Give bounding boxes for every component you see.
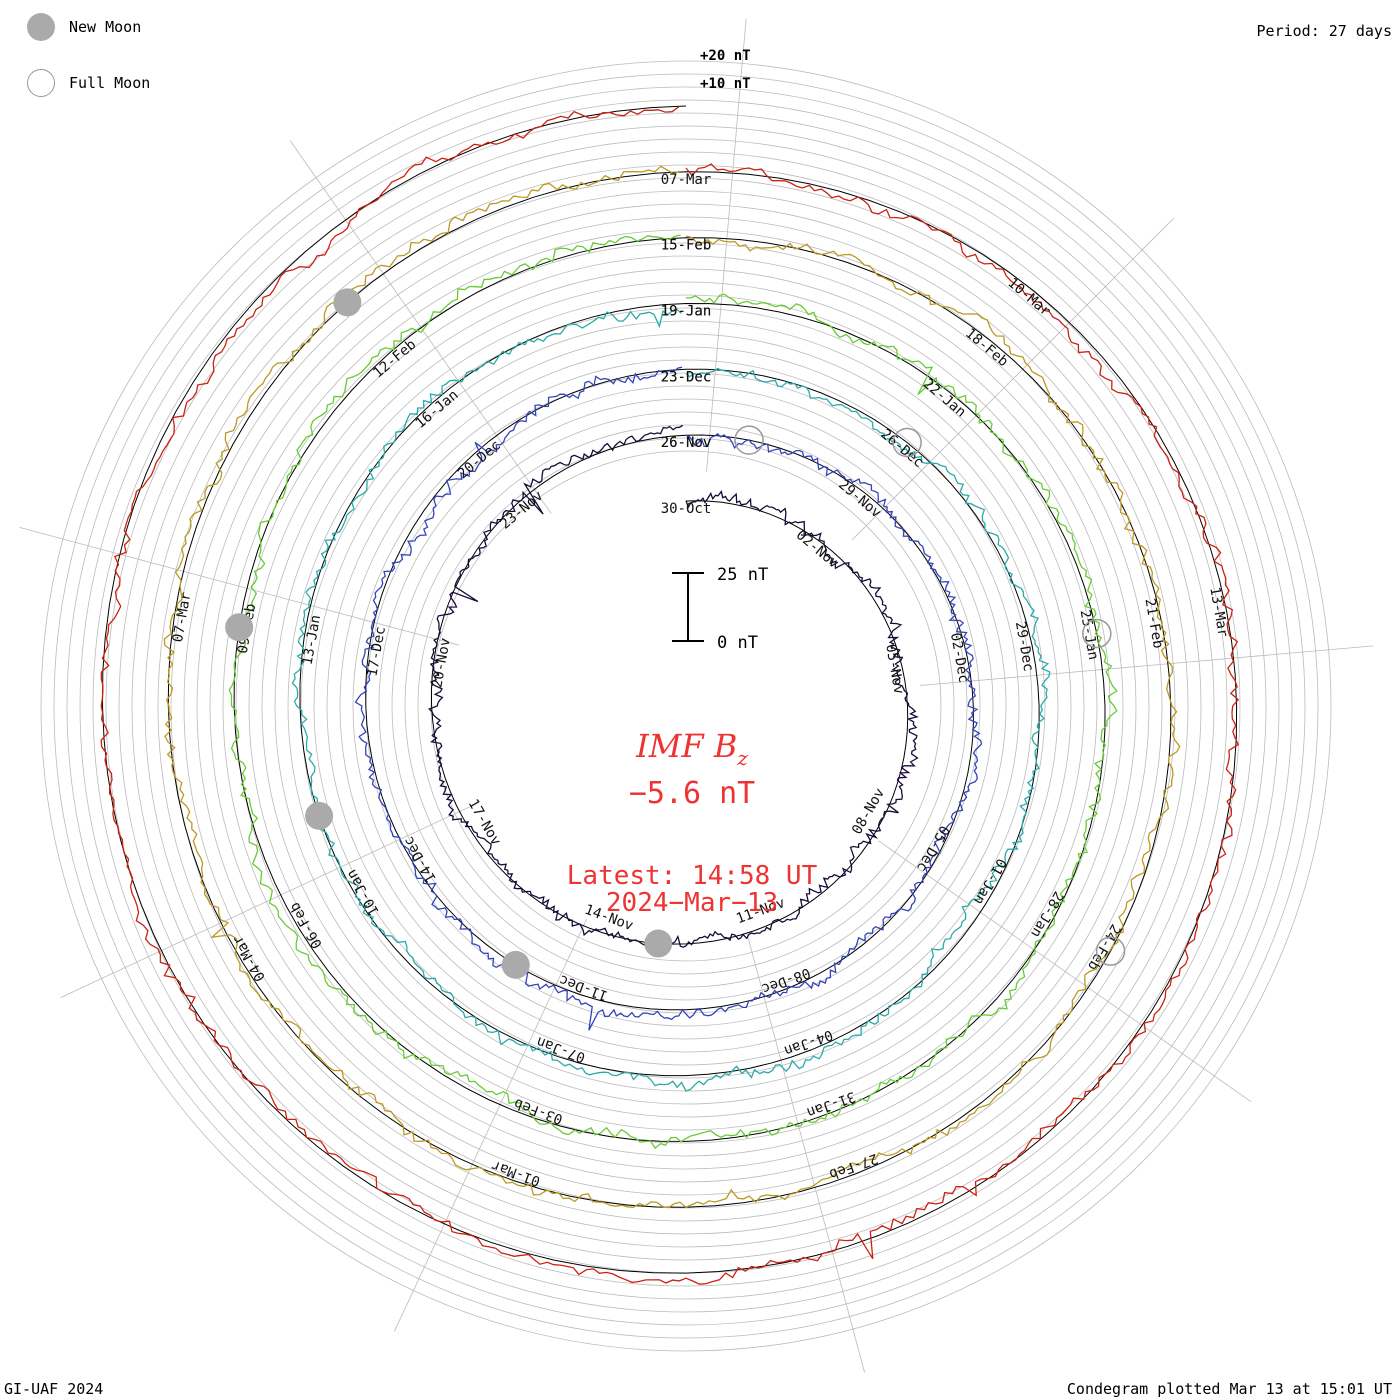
date-tick-label: 07-Jan — [534, 1033, 587, 1065]
date-tick-label: 31-Jan — [804, 1088, 857, 1120]
date-tick-label: 18-Feb — [962, 325, 1011, 370]
scale-top-label: +20 nT — [700, 48, 751, 64]
date-tick-label: 10-Mar — [1004, 275, 1053, 320]
date-tick-label: 19-Jan — [661, 304, 712, 320]
date-tick-label: 04-Jan — [782, 1026, 835, 1058]
date-tick-label: 02-Nov — [793, 527, 842, 572]
series-line-2 — [356, 367, 982, 1030]
scale-second-label: +10 nT — [700, 76, 751, 92]
center-date: 2024−Mar−13 — [606, 888, 778, 918]
date-tick-label: 04-Mar — [230, 932, 269, 984]
center-title-sub: z — [736, 746, 748, 770]
date-tick-label: 16-Jan — [413, 387, 462, 432]
date-tick-label: 28-Jan — [1027, 888, 1066, 940]
scale-bar-bottom-label: 0 nT — [717, 633, 758, 653]
date-tick-label: 15-Feb — [661, 238, 712, 254]
new-moon-marker — [225, 613, 253, 641]
grid-spoke — [290, 141, 551, 514]
date-tick-label: 21-Feb — [1141, 597, 1166, 650]
center-value: −5.6 nT — [629, 776, 755, 811]
date-tick-label: 07-Mar — [661, 172, 712, 188]
date-tick-label: 22-Jan — [920, 376, 969, 421]
date-tick-label: 30-Oct — [661, 501, 712, 517]
date-tick-label: 26-Nov — [661, 435, 712, 451]
date-tick-label: 11-Dec — [557, 971, 610, 1003]
date-tick-label: 08-Dec — [759, 964, 812, 996]
new-moon-marker — [305, 802, 333, 830]
date-tick-label: 29-Dec — [1012, 620, 1037, 673]
date-tick-label: 10-Jan — [344, 866, 383, 918]
date-tick-label: 17-Nov — [465, 797, 504, 849]
date-tick-label: 20-Nov — [429, 637, 454, 690]
date-tick-label: 27-Feb — [827, 1150, 880, 1182]
scale-bar-top-label: 25 nT — [717, 565, 768, 585]
date-tick-label: 05-Nov — [882, 643, 907, 696]
scale-bar: 25 nT 0 nT — [672, 565, 768, 653]
center-title: IMF Bz — [635, 727, 748, 770]
center-latest: Latest: 14:58 UT — [567, 861, 818, 891]
grid-spoke — [61, 805, 473, 997]
date-tick-label: 23-Dec — [661, 369, 712, 385]
center-title-main: IMF B — [635, 727, 737, 765]
date-tick-label: 07-Mar — [170, 591, 195, 644]
series-traces — [101, 106, 1238, 1284]
date-tick-label: 17-Dec — [364, 625, 389, 678]
date-tick-label: 14-Dec — [401, 833, 440, 885]
grid-spoke — [879, 841, 1252, 1102]
new-moon-marker — [502, 951, 530, 979]
date-tick-label: 24-Feb — [1084, 921, 1123, 973]
new-moon-marker — [333, 288, 361, 316]
new-moon-marker — [644, 930, 672, 958]
